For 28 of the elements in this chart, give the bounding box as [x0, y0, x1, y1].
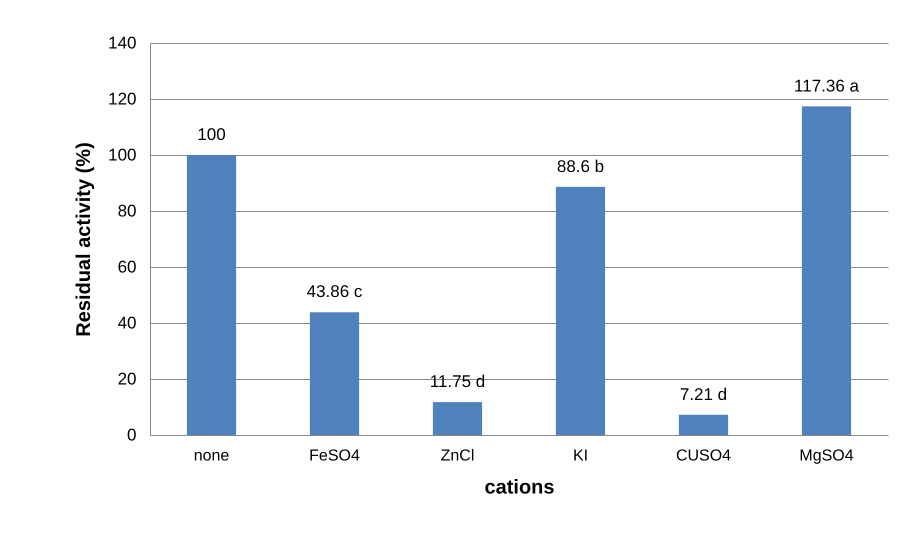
bar: [432, 402, 482, 435]
data-label: 43.86 c: [306, 282, 363, 302]
x-tick-label: KI: [572, 448, 588, 464]
x-axis-title: cations: [484, 476, 555, 498]
bar: [556, 186, 606, 435]
y-tick-label: 140: [108, 34, 136, 52]
data-label: 88.6 b: [556, 156, 604, 176]
x-tick-label: MgSO4: [799, 448, 854, 464]
bar: [186, 155, 236, 435]
data-label: 7.21 d: [680, 384, 728, 404]
data-label: 11.75 d: [430, 372, 486, 392]
y-tick-label: 40: [118, 314, 136, 332]
y-tick-label: 120: [108, 90, 136, 108]
y-tick-label: 60: [118, 258, 136, 276]
bar: [802, 106, 852, 435]
y-tick-label: 20: [118, 370, 136, 388]
y-tick-label: 0: [127, 426, 136, 444]
y-tick-label: 80: [118, 202, 136, 220]
y-axis-title: Residual activity (%): [73, 142, 96, 337]
data-label: 100: [197, 125, 226, 144]
x-tick-label: ZnCl: [440, 448, 474, 464]
x-tick-label: none: [194, 448, 230, 464]
y-tick-label: 100: [108, 146, 136, 164]
x-tick-label: CUSO4: [676, 448, 732, 464]
data-label: 117.36 a: [794, 76, 860, 96]
x-tick-label: FeSO4: [309, 448, 360, 464]
bar: [310, 312, 360, 435]
bar: [678, 414, 728, 435]
